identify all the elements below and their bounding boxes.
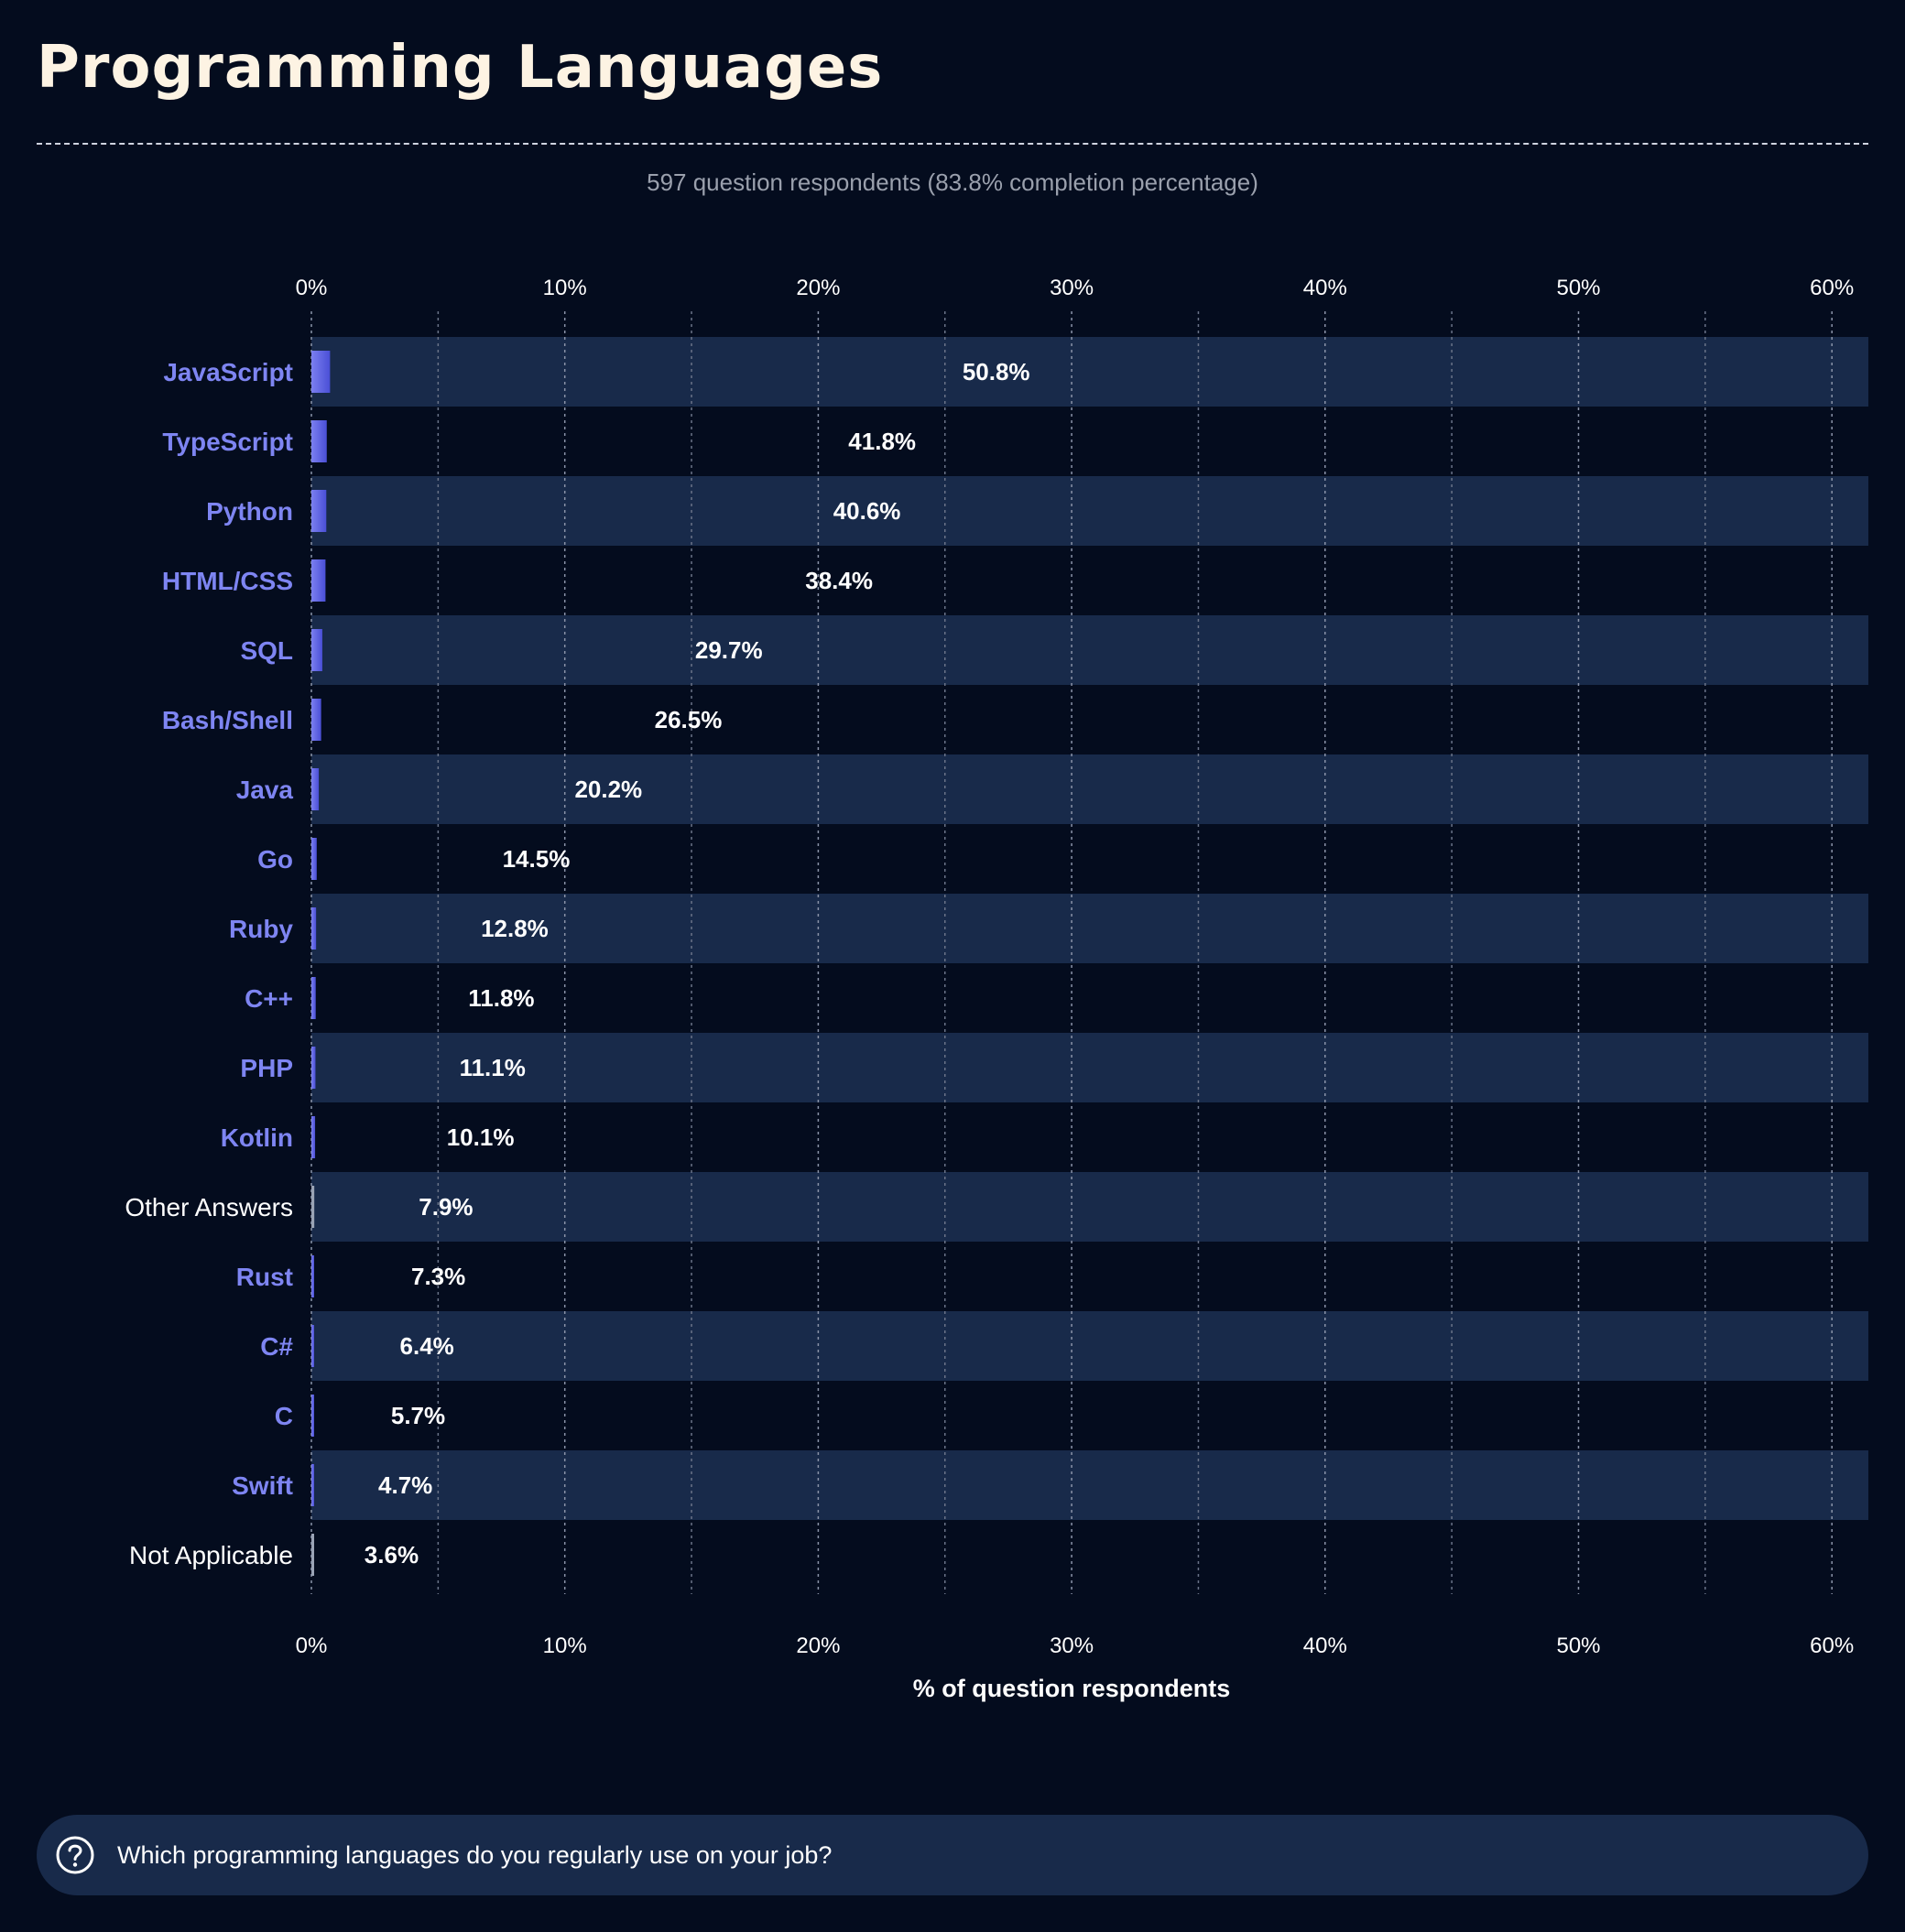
value-label: 10.1% [447, 1123, 515, 1151]
title-divider [37, 143, 1868, 145]
category-label: Not Applicable [129, 1541, 293, 1569]
category-label: Other Answers [125, 1193, 293, 1221]
category-label: C++ [245, 984, 293, 1013]
bar[interactable] [311, 1325, 314, 1367]
row-band [311, 615, 1868, 685]
value-label: 12.8% [481, 915, 549, 942]
value-label: 29.7% [695, 636, 763, 664]
value-label: 26.5% [655, 706, 723, 733]
question-circle-icon[interactable] [55, 1835, 95, 1875]
bar[interactable] [311, 907, 317, 950]
category-label: Java [236, 776, 294, 804]
page-title: Programming Languages [37, 34, 884, 102]
row-band [311, 1450, 1868, 1520]
x-tick-bottom: 0% [296, 1634, 328, 1658]
row-band [311, 754, 1868, 824]
value-label: 7.3% [411, 1263, 465, 1290]
category-label: C [275, 1402, 293, 1430]
bar[interactable] [311, 1534, 314, 1576]
x-tick-top: 0% [296, 276, 328, 300]
bar[interactable] [311, 838, 317, 880]
category-label: Bash/Shell [162, 706, 293, 734]
x-tick-bottom: 50% [1556, 1634, 1600, 1658]
bar-chart: 0% 10% 20% 30% 40% 50% 60% 0% 10% 20% 30% 40% 50% 60… [125, 276, 1868, 1702]
bar[interactable] [311, 1395, 314, 1437]
row-band [311, 1172, 1868, 1242]
survey-question-text: Which programming languages do you regul… [117, 1841, 833, 1869]
value-label: 40.6% [833, 497, 901, 525]
x-tick-bottom: 20% [796, 1634, 840, 1658]
category-label: Go [257, 845, 293, 874]
survey-question-bar: Which programming languages do you regul… [37, 1815, 1868, 1895]
bar[interactable] [311, 1116, 316, 1158]
bar[interactable] [311, 490, 327, 532]
value-label: 4.7% [378, 1471, 432, 1499]
x-tick-top: 10% [543, 276, 587, 300]
bar[interactable] [311, 559, 326, 602]
category-label: TypeScript [162, 428, 293, 456]
value-label: 6.4% [400, 1332, 454, 1360]
value-label: 7.9% [419, 1193, 473, 1221]
bar[interactable] [311, 977, 316, 1019]
bar[interactable] [311, 629, 322, 671]
value-label: 41.8% [848, 428, 916, 455]
row-band [311, 476, 1868, 546]
x-tick-bottom: 40% [1303, 1634, 1347, 1658]
value-label: 50.8% [963, 358, 1030, 385]
value-label: 3.6% [365, 1541, 419, 1568]
x-tick-top: 50% [1556, 276, 1600, 300]
row-band [311, 894, 1868, 963]
bar[interactable] [311, 420, 327, 462]
category-label: Swift [232, 1471, 293, 1500]
bar[interactable] [311, 768, 320, 810]
x-tick-top: 40% [1303, 276, 1347, 300]
value-label: 11.8% [468, 984, 534, 1012]
value-label: 14.5% [503, 845, 571, 873]
x-axis-title: % of question respondents [913, 1675, 1231, 1702]
bar[interactable] [311, 1255, 314, 1297]
value-label: 11.1% [460, 1054, 526, 1081]
category-label: SQL [240, 636, 293, 665]
row-band [311, 1033, 1868, 1102]
respondents-summary: 597 question respondents (83.8% completi… [647, 168, 1258, 196]
row-band [311, 337, 1868, 407]
category-label: HTML/CSS [162, 567, 293, 595]
bar[interactable] [311, 1464, 314, 1506]
bar[interactable] [311, 1186, 315, 1228]
x-tick-top: 30% [1050, 276, 1094, 300]
x-tick-bottom: 10% [543, 1634, 587, 1658]
value-label: 20.2% [574, 776, 642, 803]
row-band [311, 1311, 1868, 1381]
category-label: JavaScript [163, 358, 293, 386]
x-tick-bottom: 30% [1050, 1634, 1094, 1658]
x-tick-top: 20% [796, 276, 840, 300]
category-label: Ruby [229, 915, 293, 943]
value-label: 5.7% [391, 1402, 445, 1429]
x-tick-top: 60% [1810, 276, 1854, 300]
x-tick-bottom: 60% [1810, 1634, 1854, 1658]
bar[interactable] [311, 351, 331, 393]
category-label: C# [260, 1332, 293, 1361]
category-label: PHP [240, 1054, 293, 1082]
bar[interactable] [311, 699, 321, 741]
category-label: Kotlin [221, 1123, 293, 1152]
value-label: 38.4% [805, 567, 873, 594]
bar[interactable] [311, 1047, 316, 1089]
category-label: Python [206, 497, 293, 526]
category-label: Rust [236, 1263, 293, 1291]
